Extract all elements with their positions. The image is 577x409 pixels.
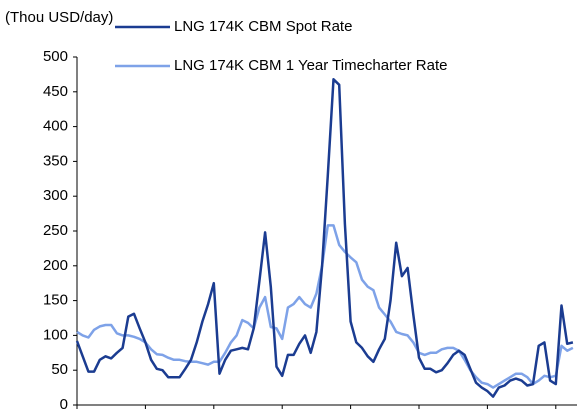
y-tick-label: 100 (43, 326, 68, 343)
legend-label: LNG 174K CBM 1 Year Timecharter Rate (174, 57, 447, 74)
y-tick-label: 450 (43, 83, 68, 100)
y-tick-label: 200 (43, 257, 68, 274)
y-tick-label: 300 (43, 187, 68, 204)
legend-label: LNG 174K CBM Spot Rate (174, 18, 352, 35)
series-line (75, 78, 574, 398)
y-tick-label: 50 (51, 361, 68, 378)
y-tick-label: 0 (60, 396, 68, 409)
y-tick-label: 150 (43, 292, 68, 309)
y-tick-label: 250 (43, 222, 68, 239)
y-tick-label: 400 (43, 118, 68, 135)
series-line (76, 224, 574, 389)
y-axis-title: (Thou USD/day) (5, 9, 113, 26)
y-tick-label: 500 (43, 48, 68, 65)
y-tick-label: 350 (43, 152, 68, 169)
